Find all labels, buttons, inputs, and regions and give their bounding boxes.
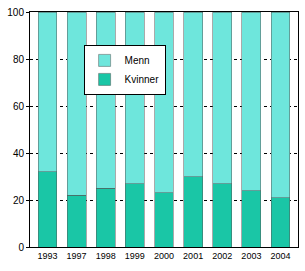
svg-text:Kvinner: Kvinner	[125, 74, 160, 85]
svg-text:100: 100	[7, 7, 24, 18]
svg-text:Menn: Menn	[125, 55, 150, 66]
svg-text:2003: 2003	[241, 251, 261, 261]
svg-text:2004: 2004	[271, 251, 291, 261]
svg-text:20: 20	[13, 195, 25, 206]
svg-text:2001: 2001	[183, 251, 203, 261]
svg-text:2002: 2002	[212, 251, 232, 261]
svg-text:60: 60	[13, 101, 25, 112]
svg-text:1993: 1993	[37, 251, 57, 261]
svg-text:1997: 1997	[67, 251, 87, 261]
svg-text:0: 0	[18, 242, 24, 253]
svg-text:2000: 2000	[154, 251, 174, 261]
svg-text:40: 40	[13, 148, 25, 159]
svg-text:80: 80	[13, 54, 25, 65]
svg-text:1998: 1998	[96, 251, 116, 261]
svg-text:1999: 1999	[125, 251, 145, 261]
